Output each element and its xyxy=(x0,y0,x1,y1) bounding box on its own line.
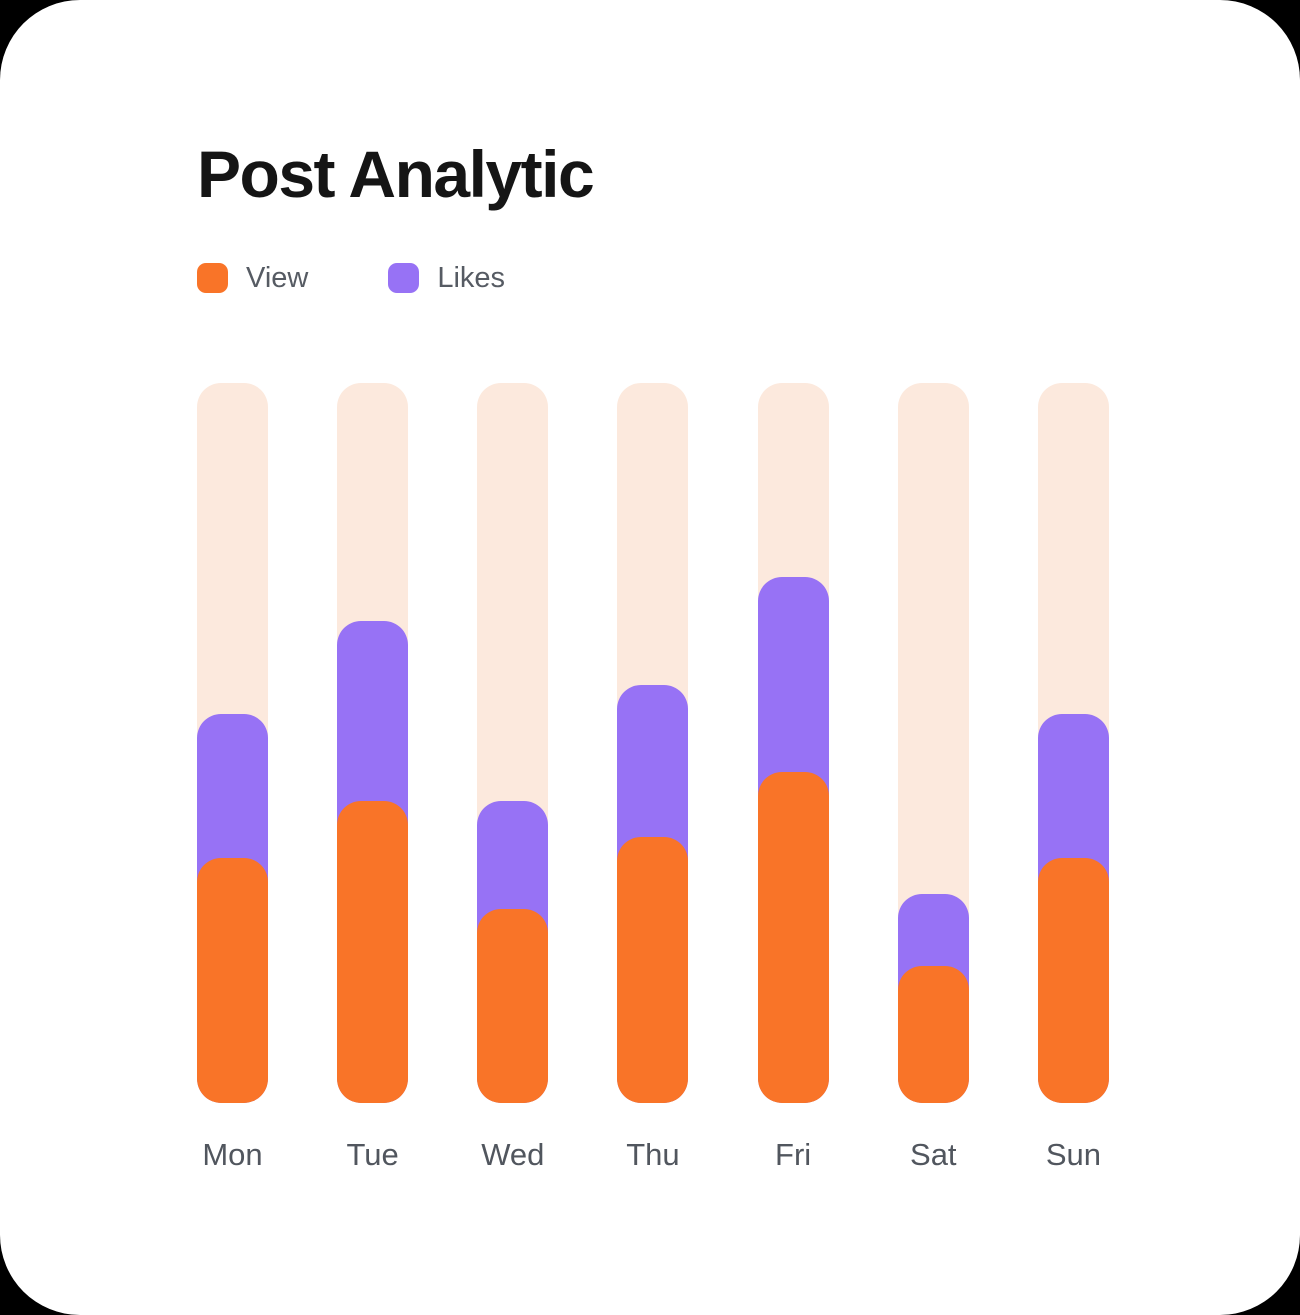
view-segment xyxy=(1037,858,1109,1103)
legend-label-likes: Likes xyxy=(437,261,506,294)
bar-track xyxy=(757,382,829,1103)
page-title: Post Analytic xyxy=(197,137,595,211)
card-content: Post Analytic View Likes Mon Tue Wed Thu Fri… xyxy=(197,0,1109,1173)
bar-chart: Mon Tue Wed Thu Fri Sat Sun xyxy=(197,382,1109,1173)
bar-track xyxy=(337,382,409,1103)
x-axis-label: Thu xyxy=(626,1136,680,1172)
x-axis-label: Sun xyxy=(1045,1136,1102,1172)
legend-item-likes: Likes xyxy=(388,262,505,295)
likes-color-swatch xyxy=(388,263,420,294)
view-color-swatch xyxy=(197,263,228,294)
view-segment xyxy=(477,908,549,1103)
bar-track xyxy=(1037,382,1109,1103)
bar-track xyxy=(617,382,689,1103)
legend-label-view: View xyxy=(246,261,309,294)
view-segment xyxy=(197,858,268,1103)
x-axis-label: Wed xyxy=(481,1136,545,1172)
x-axis-label: Tue xyxy=(346,1136,399,1172)
bar-column: Wed xyxy=(477,382,549,1173)
x-axis-label: Sat xyxy=(910,1136,957,1172)
bar-track xyxy=(897,382,969,1103)
bar-track xyxy=(477,382,549,1103)
x-axis-label: Fri xyxy=(775,1136,812,1172)
view-segment xyxy=(897,966,969,1103)
view-segment xyxy=(617,836,689,1103)
bar-column: Sat xyxy=(897,382,969,1173)
bar-column: Sun xyxy=(1037,382,1109,1173)
view-segment xyxy=(337,800,409,1103)
chart-legend: View Likes xyxy=(197,262,1109,295)
x-axis-label: Mon xyxy=(202,1136,263,1172)
bar-column: Mon xyxy=(197,382,268,1173)
bar-column: Fri xyxy=(757,382,829,1173)
bar-column: Tue xyxy=(337,382,409,1173)
bar-track xyxy=(197,382,268,1103)
legend-item-view: View xyxy=(197,262,308,295)
view-segment xyxy=(757,771,829,1103)
bar-column: Thu xyxy=(617,382,689,1173)
